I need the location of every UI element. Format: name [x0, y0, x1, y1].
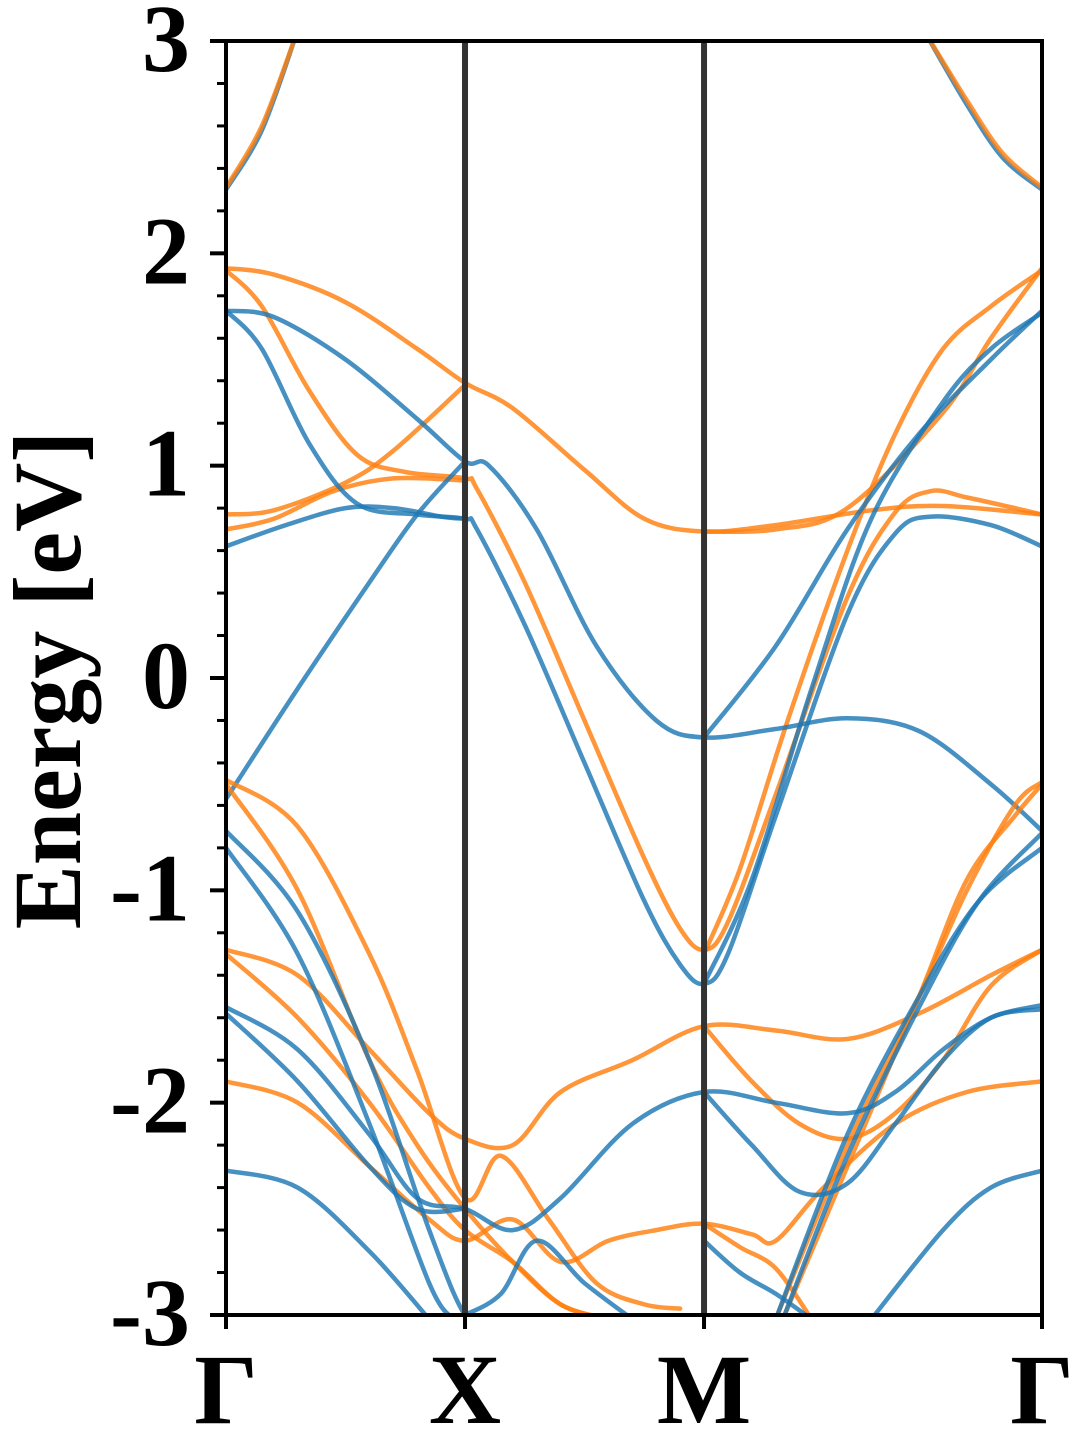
- band-line-spin_a-11: [226, 308, 1042, 987]
- band-line-spin_a-31: [701, 1006, 1042, 1198]
- high-symmetry-dividers: [462, 41, 708, 1315]
- y-tick-label: 3: [142, 0, 190, 92]
- band-line-spin_a-28: [226, 1011, 468, 1215]
- x-tick-label-3: Γ: [1010, 1334, 1074, 1440]
- y-tick-label: -1: [110, 834, 190, 941]
- band-line-spin_b-7: [226, 475, 468, 532]
- band-line-spin_a-33: [871, 1168, 1042, 1315]
- band-line-spin_b-9: [701, 268, 1042, 957]
- band-line-spin_b-21: [701, 947, 1042, 1142]
- band-line-spin_a-30: [462, 1238, 631, 1315]
- band-line-spin_b-19: [226, 951, 601, 1315]
- x-tick-label-0: Γ: [194, 1334, 258, 1440]
- x-tick-label-1: X: [429, 1334, 501, 1440]
- band-line-spin_b-24: [782, 781, 1042, 1315]
- band-line-spin_a-26: [226, 845, 453, 1315]
- band-line-spin_b-3: [927, 41, 1042, 190]
- band-line-spin_b-22: [701, 1221, 812, 1315]
- y-axis-label: Energy [eV]: [0, 431, 101, 930]
- band-line-spin_a-15: [701, 310, 1042, 987]
- y-tick-label: 1: [142, 410, 190, 517]
- band-line-spin_b-2: [226, 41, 297, 190]
- band-line-spin_a-29: [226, 1168, 429, 1315]
- band-lines: [226, 41, 1042, 1315]
- band-line-spin_a-1: [927, 41, 1042, 192]
- band-line-spin_a-10: [226, 308, 1042, 834]
- y-tick-label: 2: [142, 197, 190, 304]
- y-tick-label: 0: [142, 622, 190, 729]
- band-line-spin_a-14: [701, 308, 1042, 740]
- band-line-spin_a-35: [782, 830, 1042, 1315]
- band-line-spin_a-13: [226, 459, 468, 802]
- x-tick-label-2: M: [657, 1334, 751, 1440]
- band-line-spin_a-12: [226, 504, 468, 549]
- band-line-spin_b-18: [226, 947, 1042, 1151]
- band-line-spin_a-27: [226, 1002, 1042, 1233]
- y-axis-ticks: -3 -2 -1 0 1 2 3: [110, 0, 226, 1366]
- band-line-spin_a-32: [701, 1238, 810, 1315]
- band-line-spin_b-17: [226, 781, 601, 1315]
- band-line-spin_b-4: [226, 265, 1042, 534]
- y-tick-label: -2: [110, 1047, 190, 1154]
- y-tick-label: -3: [110, 1259, 190, 1366]
